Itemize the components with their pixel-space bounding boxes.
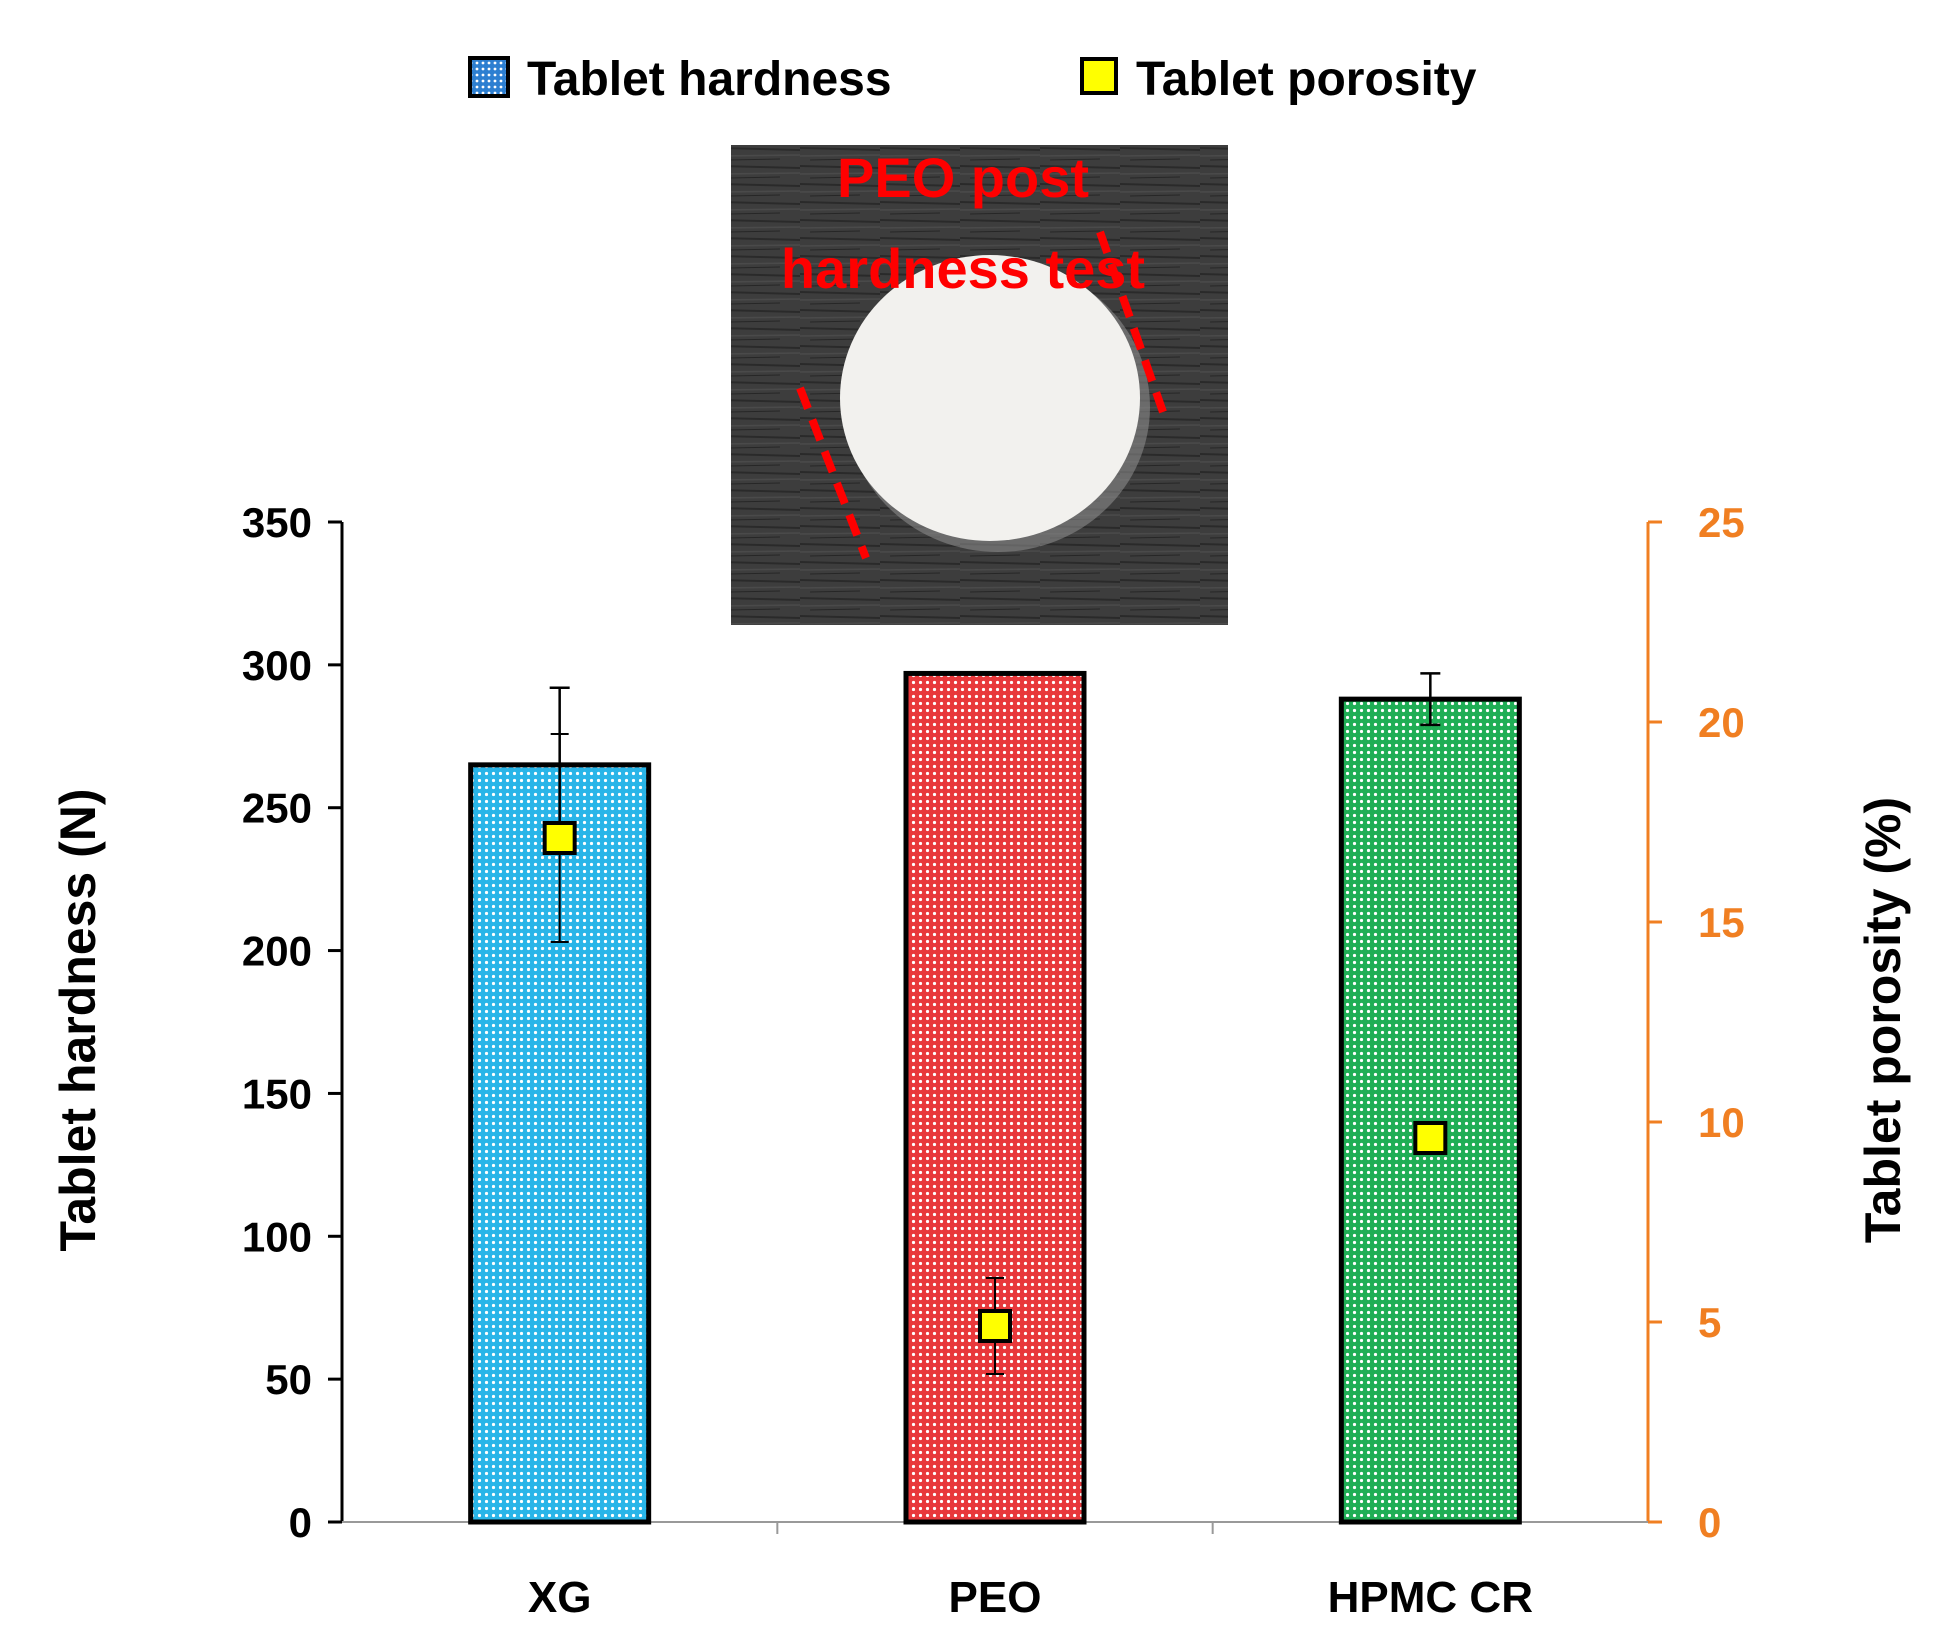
porosity-marker: [978, 1309, 1012, 1343]
left-tick-label: 150: [242, 1070, 312, 1117]
legend: Tablet hardness Tablet porosity: [468, 53, 1477, 106]
right-tick-label: 0: [1698, 1499, 1721, 1546]
y-axis-title: Tablet hardness (N): [50, 788, 106, 1251]
x-axis: XG PEO HPMC CR: [342, 1521, 1648, 1622]
left-tick-label: 300: [242, 642, 312, 689]
bar-peo: [903, 670, 1087, 1525]
porosity-marker: [542, 821, 577, 855]
x-tick-label: XG: [528, 1573, 592, 1622]
inset-photo: PEO post hardness test: [731, 145, 1228, 625]
crack-line-left: [796, 386, 870, 560]
inset-caption-line1: PEO post: [837, 146, 1089, 209]
legend-porosity-label: Tablet porosity: [1136, 53, 1477, 106]
left-tick-label: 350: [242, 499, 312, 546]
right-tick-label: 10: [1698, 1099, 1745, 1146]
tablet: [840, 255, 1140, 541]
legend-hardness-label: Tablet hardness: [527, 53, 892, 106]
x-tick-label: PEO: [949, 1573, 1042, 1622]
legend-hardness-swatch: [468, 56, 510, 98]
left-tick-label: 0: [289, 1499, 312, 1546]
bars: [468, 670, 1522, 1525]
left-tick-label: 100: [242, 1213, 312, 1260]
right-tick-label: 15: [1698, 899, 1745, 946]
left-axis: 0 50 100 150 200 250 300 350: [242, 499, 344, 1546]
right-tick-label: 5: [1698, 1299, 1721, 1346]
x-tick-label: HPMC CR: [1328, 1573, 1533, 1622]
porosity-marker: [1413, 1121, 1448, 1155]
inset-caption-line2: hardness test: [781, 237, 1145, 300]
left-tick-label: 250: [242, 785, 312, 832]
right-tick-label: 25: [1698, 499, 1745, 546]
legend-porosity-swatch: [1080, 57, 1118, 95]
right-axis: 0 5 10 15 20 25: [1646, 499, 1745, 1546]
left-tick-label: 50: [265, 1356, 312, 1403]
porosity-markers: [542, 733, 1448, 1375]
y2-axis-title: Tablet porosity (%): [1855, 797, 1911, 1243]
bar-hpmc-cr: [1338, 696, 1522, 1525]
right-tick-label: 20: [1698, 699, 1745, 746]
left-tick-label: 200: [242, 928, 312, 975]
